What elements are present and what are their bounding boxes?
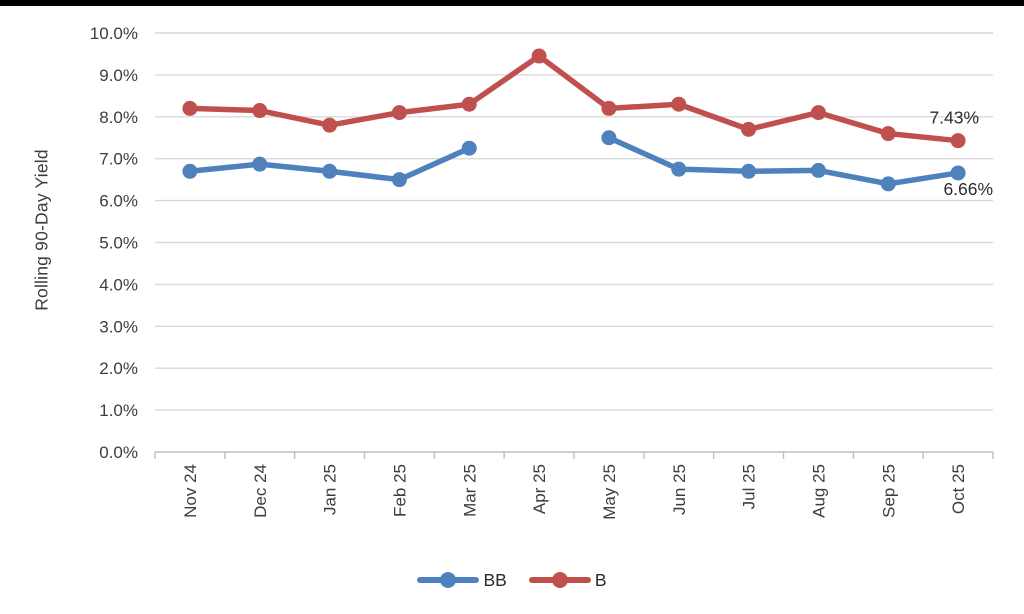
x-axis-tick-label: May 25: [600, 464, 619, 520]
x-axis-tick-label: Mar 25: [460, 464, 479, 517]
data-point-bb: [182, 163, 198, 179]
data-point-bb: [461, 140, 477, 156]
y-axis-tick-label: 2.0%: [99, 359, 138, 378]
data-point-b: [810, 105, 826, 121]
x-axis-tick-label: Dec 24: [251, 464, 270, 518]
series-line-bb: [606, 135, 961, 187]
data-point-bb: [252, 156, 268, 172]
x-axis-tick-label: Jun 25: [670, 464, 689, 515]
y-axis-tick-label: 6.0%: [99, 192, 138, 211]
data-point-bb: [880, 176, 896, 192]
legend-label: B: [594, 569, 607, 590]
data-point-b: [880, 126, 896, 142]
data-point-b: [671, 96, 687, 112]
y-axis-tick-label: 10.0%: [90, 24, 138, 43]
data-point-bb: [950, 165, 966, 181]
x-axis-tick-label: Nov 24: [181, 464, 200, 518]
x-axis-tick-label: Apr 25: [530, 464, 549, 514]
chart-legend: BB B: [0, 564, 1024, 596]
legend-line-marker-icon: [417, 572, 480, 588]
data-point-label: 6.66%: [943, 179, 993, 199]
x-axis-tick-label: Jan 25: [321, 464, 340, 515]
legend-label: BB: [483, 569, 507, 590]
legend-dot-icon: [551, 572, 568, 588]
data-point-b: [601, 100, 617, 116]
data-point-b: [950, 133, 966, 149]
data-point-bb: [322, 163, 338, 179]
y-axis-tick-label: 1.0%: [99, 401, 138, 420]
legend-line-marker-icon: [528, 572, 591, 588]
y-axis-tick-label: 3.0%: [99, 317, 138, 336]
data-point-bb: [601, 130, 617, 146]
data-point-b: [391, 105, 407, 121]
x-axis-tick-label: Aug 25: [809, 464, 828, 518]
data-point-bb: [391, 172, 407, 188]
x-axis-tick-label: Oct 25: [949, 464, 968, 514]
x-axis-tick-label: Jul 25: [740, 464, 759, 509]
y-axis-title: Rolling 90-Day Yield: [31, 149, 52, 311]
data-point-label: 7.43%: [929, 108, 979, 128]
data-point-bb: [741, 163, 757, 179]
data-point-bb: [810, 162, 826, 178]
y-axis-tick-label: 5.0%: [99, 234, 138, 253]
top-border-bar: [0, 0, 1024, 6]
x-axis-tick-label: Sep 25: [879, 464, 898, 518]
y-axis-tick-label: 7.0%: [99, 150, 138, 169]
legend-dot-icon: [440, 572, 457, 588]
data-point-b: [182, 100, 198, 116]
y-axis-tick-label: 9.0%: [99, 66, 138, 85]
y-axis-tick-label: 4.0%: [99, 275, 138, 294]
data-point-b: [322, 117, 338, 133]
y-axis-tick-label: 8.0%: [99, 108, 138, 127]
legend-item-bb: BB: [417, 569, 507, 591]
series-line-b: [187, 53, 961, 144]
x-axis-tick-label: Feb 25: [390, 464, 409, 517]
data-point-b: [741, 121, 757, 137]
y-axis-tick-label: 0.0%: [99, 443, 138, 462]
data-point-b: [252, 103, 268, 119]
legend-item-b: B: [528, 569, 607, 591]
data-point-b: [531, 48, 547, 64]
data-point-b: [461, 96, 477, 112]
data-point-bb: [671, 161, 687, 177]
